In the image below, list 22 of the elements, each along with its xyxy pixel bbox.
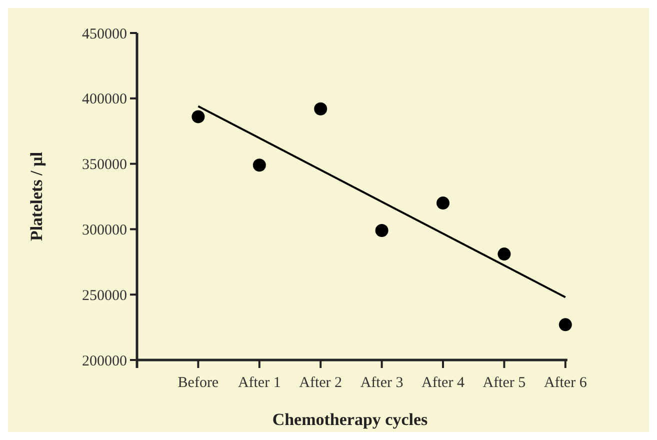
point	[252, 158, 266, 172]
x-tick-label: After 5	[482, 375, 526, 391]
x-tick-label: After 2	[299, 375, 342, 391]
x-tick-label: Before	[178, 375, 219, 391]
y-tick-label: 350000	[82, 157, 127, 174]
point	[558, 318, 572, 332]
y-tick-label: 250000	[82, 288, 127, 304]
y-tick-label: 400000	[82, 92, 127, 108]
point	[375, 224, 388, 238]
x-tick-label: After 4	[422, 375, 465, 391]
point	[192, 110, 205, 124]
x-tick-label: After 6	[544, 375, 588, 391]
x-tick-label: After 3	[360, 375, 404, 391]
x-axis-title: Chemotherapy cycles	[272, 410, 428, 429]
point	[314, 102, 328, 116]
point	[436, 196, 450, 210]
y-tick-label: 300000	[82, 222, 127, 238]
point	[498, 248, 511, 261]
y-tick-label: 450000	[82, 26, 127, 42]
y-axis-title: Platelets / µl	[27, 152, 46, 242]
y-tick-label: 200000	[82, 353, 127, 370]
x-tick-label: After 1	[238, 375, 281, 391]
